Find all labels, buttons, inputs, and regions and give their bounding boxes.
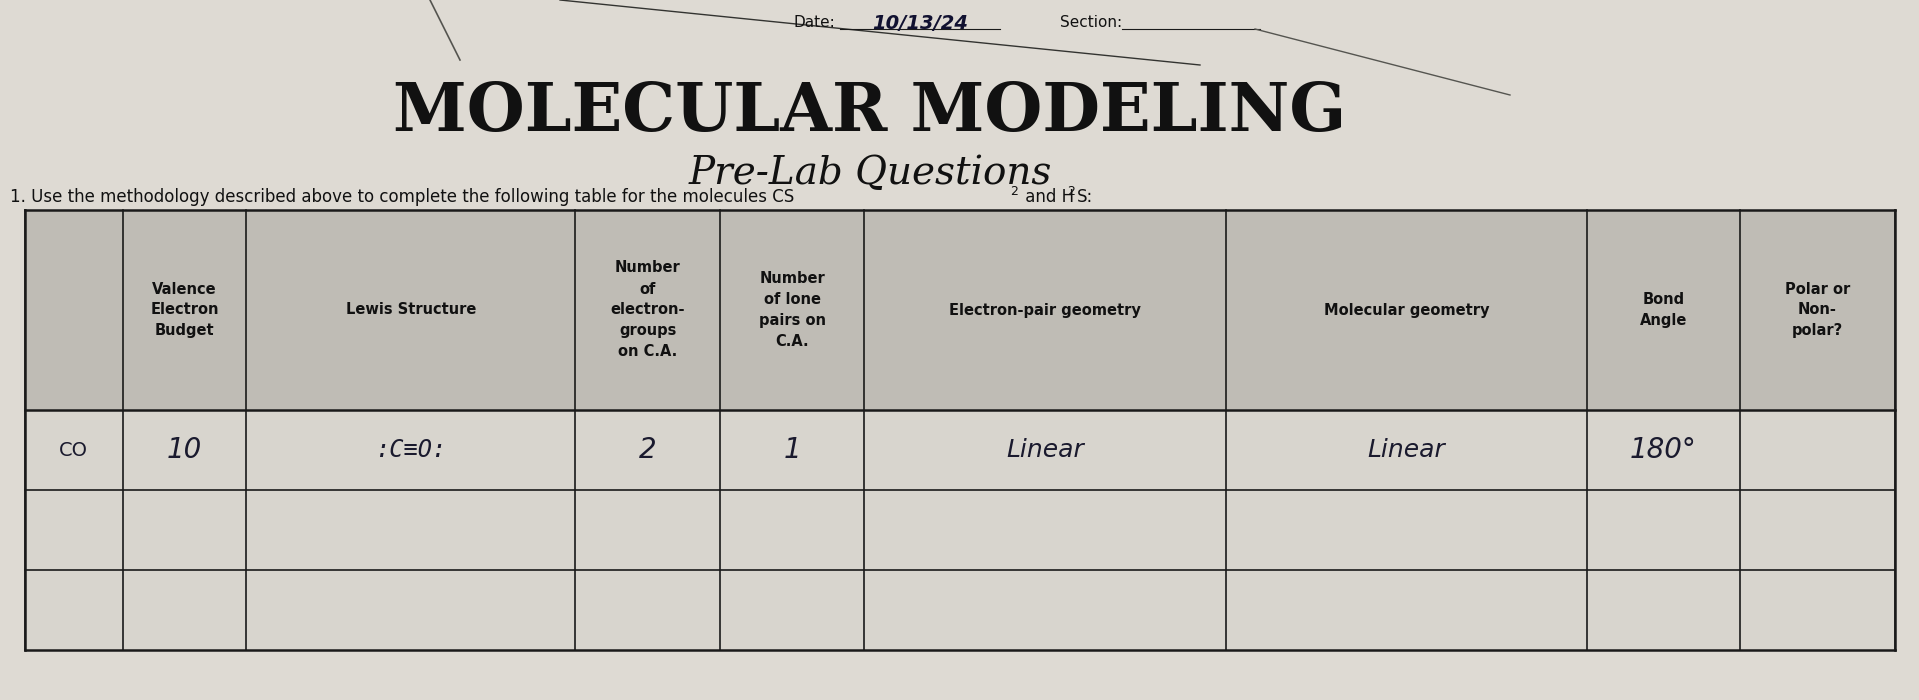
Text: 2: 2: [639, 436, 656, 464]
Text: 2: 2: [1009, 185, 1017, 198]
Bar: [25, 210, 1894, 410]
Text: 180°: 180°: [1629, 436, 1696, 464]
Text: :C≡O:: :C≡O:: [374, 438, 447, 462]
Text: MOLECULAR MODELING: MOLECULAR MODELING: [393, 80, 1347, 145]
Text: 1: 1: [783, 436, 800, 464]
Text: Molecular geometry: Molecular geometry: [1324, 302, 1489, 318]
Bar: [25, 410, 1894, 490]
Text: Pre-Lab Questions: Pre-Lab Questions: [689, 155, 1052, 192]
Text: Electron-pair geometry: Electron-pair geometry: [950, 302, 1142, 318]
Text: 2: 2: [1067, 185, 1075, 198]
Text: Number
of lone
pairs on
C.A.: Number of lone pairs on C.A.: [758, 271, 825, 349]
Text: Linear: Linear: [1368, 438, 1445, 462]
Text: 10/13/24: 10/13/24: [871, 14, 967, 33]
Text: and H: and H: [1021, 188, 1075, 206]
Text: Linear: Linear: [1006, 438, 1084, 462]
Text: Date:: Date:: [793, 15, 835, 30]
Text: Section:: Section:: [1059, 15, 1123, 30]
Text: S:: S:: [1077, 188, 1094, 206]
Text: Valence
Electron
Budget: Valence Electron Budget: [150, 281, 219, 339]
Text: Lewis Structure: Lewis Structure: [345, 302, 476, 318]
Text: CO: CO: [59, 440, 88, 459]
Bar: [25, 490, 1894, 570]
Text: Bond
Angle: Bond Angle: [1639, 292, 1687, 328]
Text: Polar or
Non-
polar?: Polar or Non- polar?: [1785, 281, 1850, 339]
Text: Number
of
electron-
groups
on C.A.: Number of electron- groups on C.A.: [610, 260, 685, 360]
Bar: [25, 570, 1894, 650]
Text: 1. Use the methodology described above to complete the following table for the m: 1. Use the methodology described above t…: [10, 188, 794, 206]
Text: 10: 10: [167, 436, 201, 464]
